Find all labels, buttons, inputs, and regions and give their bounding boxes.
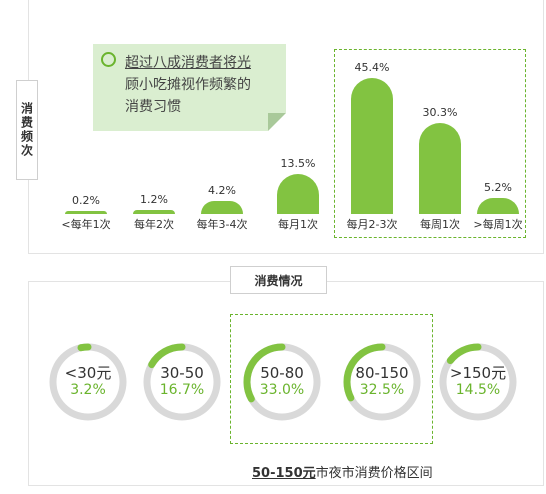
ring-arc-2 <box>243 343 286 403</box>
ring-text-2: 50-80 33.0% <box>237 365 327 399</box>
bar-category-label-4: 每月2-3次 <box>346 218 398 231</box>
bar-category-label-1: 每年2次 <box>134 218 174 231</box>
ring-category-label-2: 50-80 <box>260 364 304 382</box>
ring-category-label-1: 30-50 <box>160 364 204 382</box>
bar-value-label-3: 13.5% <box>280 156 316 170</box>
bar-value-label-4: 45.4% <box>354 61 390 74</box>
ring-value-label-1: 16.7% <box>159 382 205 398</box>
ring-arc-3 <box>343 343 386 402</box>
bar-value-label-6: 5.2% <box>484 181 512 195</box>
ring-category-label-4: >150元 <box>449 364 507 382</box>
footer-rest: 市夜市消费价格区间 <box>315 466 433 481</box>
bar-3 <box>277 173 319 214</box>
callout-line-1: 超过八成消费者将光 <box>125 55 251 71</box>
callout-note: 超过八成消费者将光 顾小吃摊视作频繁的 消费习惯 <box>93 44 286 131</box>
bullet-circle-icon <box>101 52 116 67</box>
ring-arc-1 <box>148 343 186 369</box>
footer-highlight: 50-150元 <box>252 466 316 481</box>
spend-footer: 50-150元市夜市消费价格区间 <box>252 462 433 481</box>
bar-value-label-2: 4.2% <box>208 184 236 198</box>
bar-category-label-0: <每年1次 <box>61 218 111 231</box>
frequency-highlight-box <box>334 49 526 238</box>
spend-highlight-box <box>230 314 433 444</box>
ring-value-label-2: 33.0% <box>259 382 305 398</box>
callout-line-3: 消费习惯 <box>125 99 181 115</box>
spend-panel <box>28 281 544 486</box>
ring-value-label-3: 32.5% <box>359 382 405 398</box>
bar-value-label-1: 1.2% <box>140 193 168 207</box>
frequency-axis-label: 消费频次 <box>16 80 38 180</box>
spend-section-title: 消费情况 <box>230 266 327 294</box>
bar-6 <box>477 198 519 214</box>
bar-category-label-2: 每年3-4次 <box>196 218 248 231</box>
ring-arc-0 <box>77 343 92 352</box>
callout-line-2: 顾小吃摊视作频繁的 <box>125 77 251 93</box>
bar-5 <box>419 123 461 214</box>
callout-text: 超过八成消费者将光 顾小吃摊视作频繁的 消费习惯 <box>125 52 285 118</box>
bar-category-label-5: 每周1次 <box>420 218 460 231</box>
ring-text-0: <30元 3.2% <box>43 365 133 399</box>
folded-corner <box>268 113 286 131</box>
ring-text-1: 30-50 16.7% <box>137 365 227 399</box>
ring-category-label-0: <30元 <box>64 364 112 382</box>
bar-value-label-0: 0.2% <box>72 194 100 207</box>
bar-0 <box>65 211 107 214</box>
bar-2 <box>201 201 243 214</box>
ring-category-label-3: 80-150 <box>355 364 409 382</box>
ring-value-label-4: 14.5% <box>455 382 501 398</box>
ring-text-3: 80-150 32.5% <box>337 365 427 399</box>
bar-value-label-5: 30.3% <box>422 106 458 120</box>
ring-arc-4 <box>446 343 482 365</box>
ring-text-4: >150元 14.5% <box>433 365 523 399</box>
bar-4 <box>351 78 393 214</box>
ring-value-label-0: 3.2% <box>70 382 106 398</box>
bar-category-label-6: >每周1次 <box>473 218 523 231</box>
bar-category-label-3: 每月1次 <box>278 218 318 231</box>
bar-1 <box>133 210 175 214</box>
